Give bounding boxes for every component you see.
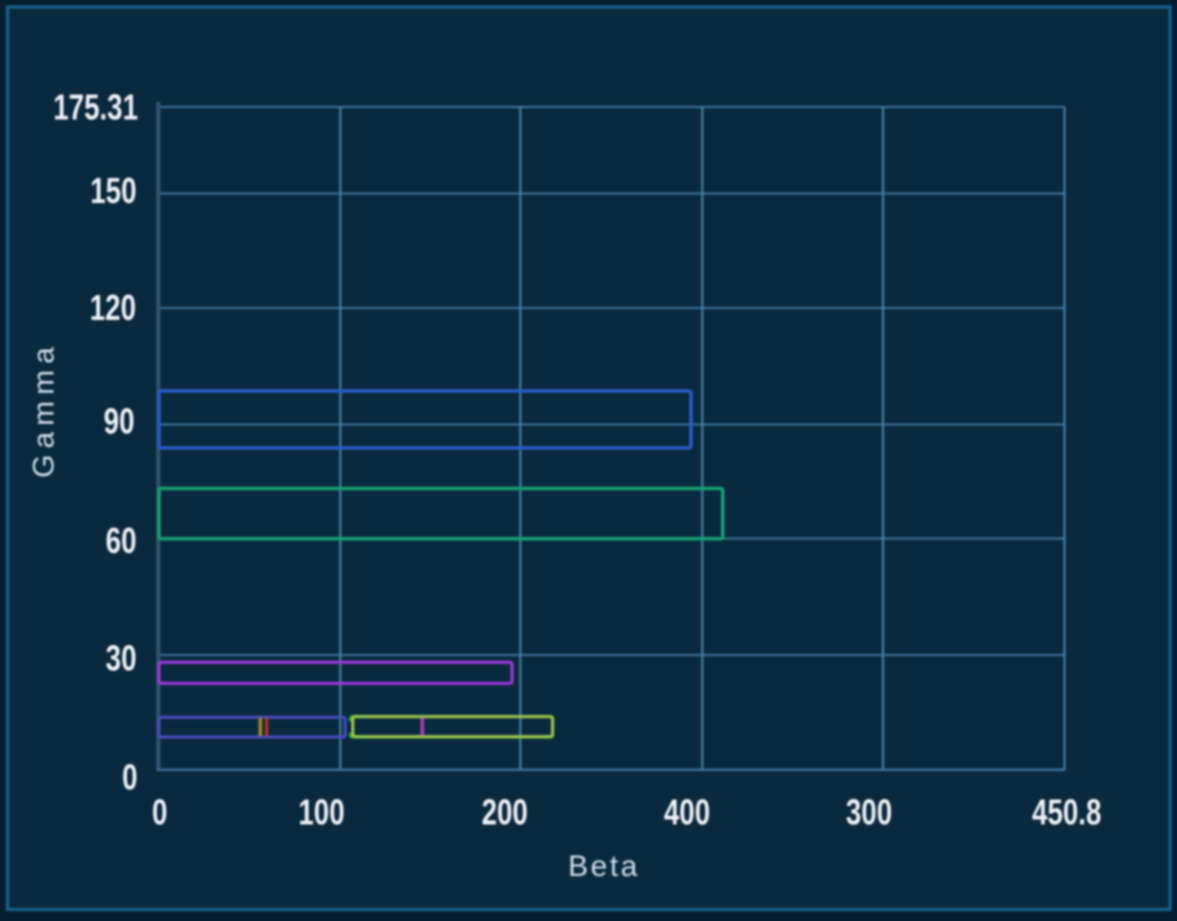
- svg-text:Beta: Beta: [568, 850, 640, 883]
- svg-text:200: 200: [482, 792, 528, 832]
- svg-text:120: 120: [90, 288, 136, 328]
- svg-text:300: 300: [846, 792, 892, 832]
- svg-text:400: 400: [664, 792, 710, 832]
- svg-text:150: 150: [90, 171, 136, 211]
- svg-text:30: 30: [106, 638, 137, 678]
- svg-text:90: 90: [104, 401, 135, 441]
- svg-text:0: 0: [152, 792, 167, 832]
- svg-text:100: 100: [298, 792, 344, 832]
- svg-text:Gamma: Gamma: [28, 341, 61, 478]
- svg-text:0: 0: [122, 757, 137, 797]
- svg-text:60: 60: [106, 521, 137, 561]
- svg-text:450.8: 450.8: [1032, 792, 1101, 832]
- svg-text:175.31: 175.31: [53, 87, 138, 127]
